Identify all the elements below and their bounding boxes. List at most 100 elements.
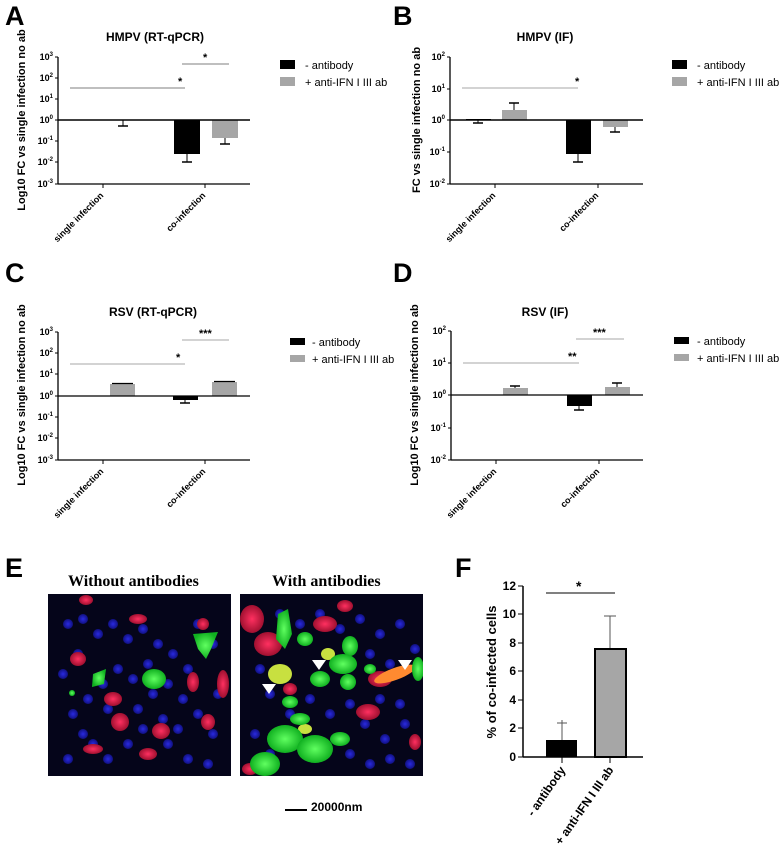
x-tick-label: single infection xyxy=(52,466,106,520)
legend-label-plus: + anti-IFN I III ab xyxy=(305,77,387,89)
svg-text:2: 2 xyxy=(509,721,516,735)
bar xyxy=(546,740,577,757)
x-tick-label: co-infection xyxy=(164,466,207,509)
y-axis-label: Log10 FC vs single infection no ab xyxy=(16,304,28,486)
svg-text:*: * xyxy=(203,52,208,64)
scale-bar-label: 20000nm xyxy=(311,800,363,814)
svg-text:***: *** xyxy=(199,328,213,340)
svg-text:8: 8 xyxy=(509,636,516,650)
legend-label-plus: + anti-IFN I III ab xyxy=(697,353,779,365)
svg-text:100: 100 xyxy=(433,390,447,400)
bar xyxy=(594,648,627,758)
svg-text:101: 101 xyxy=(40,369,54,379)
legend-swatch-minus xyxy=(290,338,305,345)
svg-text:6: 6 xyxy=(509,664,516,678)
chart-d: RSV (IF) Log10 FC vs single infection no… xyxy=(409,304,779,520)
svg-text:*: * xyxy=(575,76,580,88)
x-tick-label: co-infection xyxy=(164,190,207,233)
svg-text:100: 100 xyxy=(432,115,446,125)
bar xyxy=(212,382,237,396)
legend-swatch-plus xyxy=(674,354,689,361)
x-tick-label: co-infection xyxy=(557,190,600,233)
legend-label-minus: - antibody xyxy=(312,337,361,349)
svg-text:*: * xyxy=(178,76,183,88)
legend-swatch-minus xyxy=(672,60,687,69)
svg-text:10-1: 10-1 xyxy=(430,147,446,157)
svg-text:***: *** xyxy=(593,327,607,339)
svg-text:102: 102 xyxy=(40,348,54,358)
legend-swatch-plus xyxy=(290,355,305,362)
svg-text:101: 101 xyxy=(40,94,54,104)
svg-text:0: 0 xyxy=(509,750,516,764)
svg-text:10-1: 10-1 xyxy=(431,423,447,433)
chart-title: HMPV (RT-qPCR) xyxy=(106,30,204,44)
micrograph-without-antibodies xyxy=(48,594,231,776)
micrograph-title-left: Without antibodies xyxy=(68,573,199,590)
svg-text:102: 102 xyxy=(40,73,54,83)
bar xyxy=(502,110,527,120)
svg-text:102: 102 xyxy=(433,326,447,336)
svg-text:100: 100 xyxy=(40,391,54,401)
legend-label-minus: - antibody xyxy=(697,336,746,348)
svg-text:**: ** xyxy=(568,351,577,363)
svg-text:10-3: 10-3 xyxy=(38,455,54,465)
legend-swatch-minus xyxy=(280,60,295,69)
x-tick-label: co-infection xyxy=(558,466,601,509)
panel-letter-a: A xyxy=(5,1,25,31)
bar xyxy=(173,396,198,400)
svg-text:100: 100 xyxy=(40,115,54,125)
chart-a: HMPV (RT-qPCR) Log10 FC vs single infect… xyxy=(16,29,387,244)
micrograph-with-antibodies xyxy=(240,594,423,776)
bar xyxy=(503,388,528,395)
bar xyxy=(605,387,630,395)
svg-text:103: 103 xyxy=(40,327,54,337)
legend-label-minus: - antibody xyxy=(697,60,746,72)
legend-swatch-plus xyxy=(280,77,295,86)
svg-text:12: 12 xyxy=(503,579,517,593)
y-axis-label: Log10 FC vs single infection no ab xyxy=(16,29,28,211)
chart-title: HMPV (IF) xyxy=(517,30,574,44)
bar xyxy=(212,120,238,138)
scale-bar: 20000nm xyxy=(285,800,362,814)
panel-letter-e: E xyxy=(5,553,24,583)
x-tick-label: single infection xyxy=(445,466,499,520)
legend-label-plus: + anti-IFN I III ab xyxy=(312,354,394,366)
chart-f: % of co-infected cells 12 10 8 6 4 2 0 -… xyxy=(484,578,643,847)
svg-text:102: 102 xyxy=(432,52,446,62)
bar xyxy=(566,120,591,154)
svg-text:*: * xyxy=(176,352,181,364)
panel-letter-f: F xyxy=(455,553,472,583)
bar xyxy=(567,395,592,406)
panel-letter-d: D xyxy=(393,258,413,288)
bar xyxy=(603,120,628,127)
bar xyxy=(110,384,135,396)
svg-text:103: 103 xyxy=(40,52,54,62)
x-tick-label: single infection xyxy=(52,190,106,244)
panel-letter-c: C xyxy=(5,258,25,288)
scale-bar-line xyxy=(285,809,307,811)
svg-text:101: 101 xyxy=(433,358,447,368)
svg-text:10-2: 10-2 xyxy=(431,455,447,465)
panel-letter-b: B xyxy=(393,1,413,31)
legend-swatch-minus xyxy=(674,337,689,344)
y-axis-label: Log10 FC vs single infection no ab xyxy=(409,304,421,486)
svg-text:101: 101 xyxy=(432,84,446,94)
svg-text:10-3: 10-3 xyxy=(38,179,54,189)
svg-text:10-1: 10-1 xyxy=(38,412,54,422)
legend-label-plus: + anti-IFN I III ab xyxy=(697,77,779,89)
chart-b: HMPV (IF) FC vs single infection no ab 1… xyxy=(411,30,779,244)
svg-text:10-1: 10-1 xyxy=(38,136,54,146)
arrowhead-icon xyxy=(262,660,412,694)
svg-text:10-2: 10-2 xyxy=(430,179,446,189)
svg-text:10: 10 xyxy=(503,607,517,621)
svg-text:4: 4 xyxy=(509,693,516,707)
y-axis-label: FC vs single infection no ab xyxy=(411,47,423,193)
svg-text:10-2: 10-2 xyxy=(38,433,54,443)
micrograph-title-right: With antibodies xyxy=(272,573,381,590)
svg-text:*: * xyxy=(576,578,582,594)
chart-title: RSV (IF) xyxy=(522,305,569,319)
x-tick-label: single infection xyxy=(444,190,498,244)
legend-label-minus: - antibody xyxy=(305,60,354,72)
legend-swatch-plus xyxy=(672,77,687,86)
